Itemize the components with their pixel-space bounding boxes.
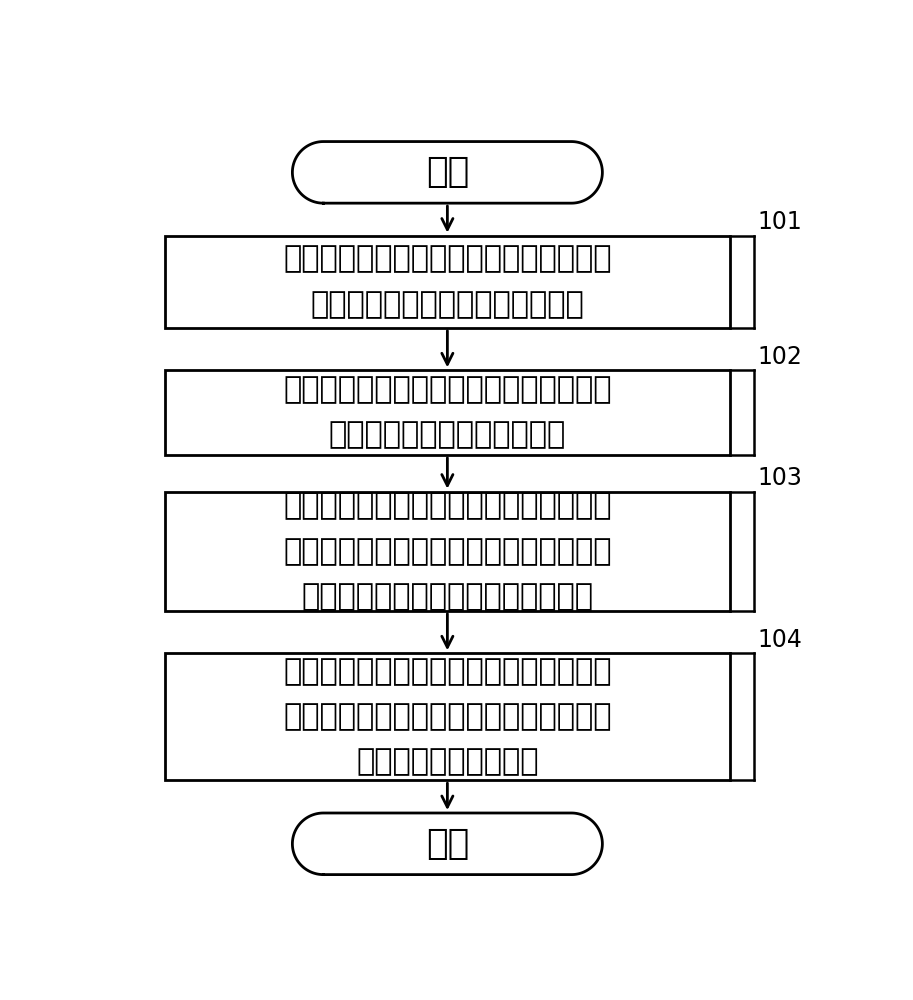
Text: 102: 102	[758, 345, 803, 369]
Polygon shape	[292, 142, 603, 203]
Text: 103: 103	[758, 466, 803, 490]
Text: 根据深度信息将待测对象从深度图中提取
出来，得到待测对象目标区域: 根据深度信息将待测对象从深度图中提取 出来，得到待测对象目标区域	[283, 376, 612, 450]
Bar	[164, 370, 730, 455]
Bar	[164, 235, 730, 328]
Text: 利用预先标定的深度相机的参数，将待测
对象的目标区域中各像素的二维图像坐标
转换到三维相机坐标系下的三维坐标: 利用预先标定的深度相机的参数，将待测 对象的目标区域中各像素的二维图像坐标 转换…	[283, 492, 612, 611]
Bar	[164, 653, 730, 780]
Polygon shape	[292, 813, 603, 875]
Text: 104: 104	[758, 628, 803, 652]
Text: 从深度相机获取含有待测对象的深度图，
深度图包含有待测对象的深度信息: 从深度相机获取含有待测对象的深度图， 深度图包含有待测对象的深度信息	[283, 245, 612, 319]
Text: 101: 101	[758, 210, 803, 234]
Text: 开始: 开始	[425, 155, 469, 189]
Text: 结束: 结束	[425, 827, 469, 861]
Bar	[164, 492, 730, 611]
Text: 在三维相机坐标系下，根据待测对象的三
维坐标计算待测对象的高度和长宽，从而
计算出待测对象的体积: 在三维相机坐标系下，根据待测对象的三 维坐标计算待测对象的高度和长宽，从而 计算…	[283, 657, 612, 776]
